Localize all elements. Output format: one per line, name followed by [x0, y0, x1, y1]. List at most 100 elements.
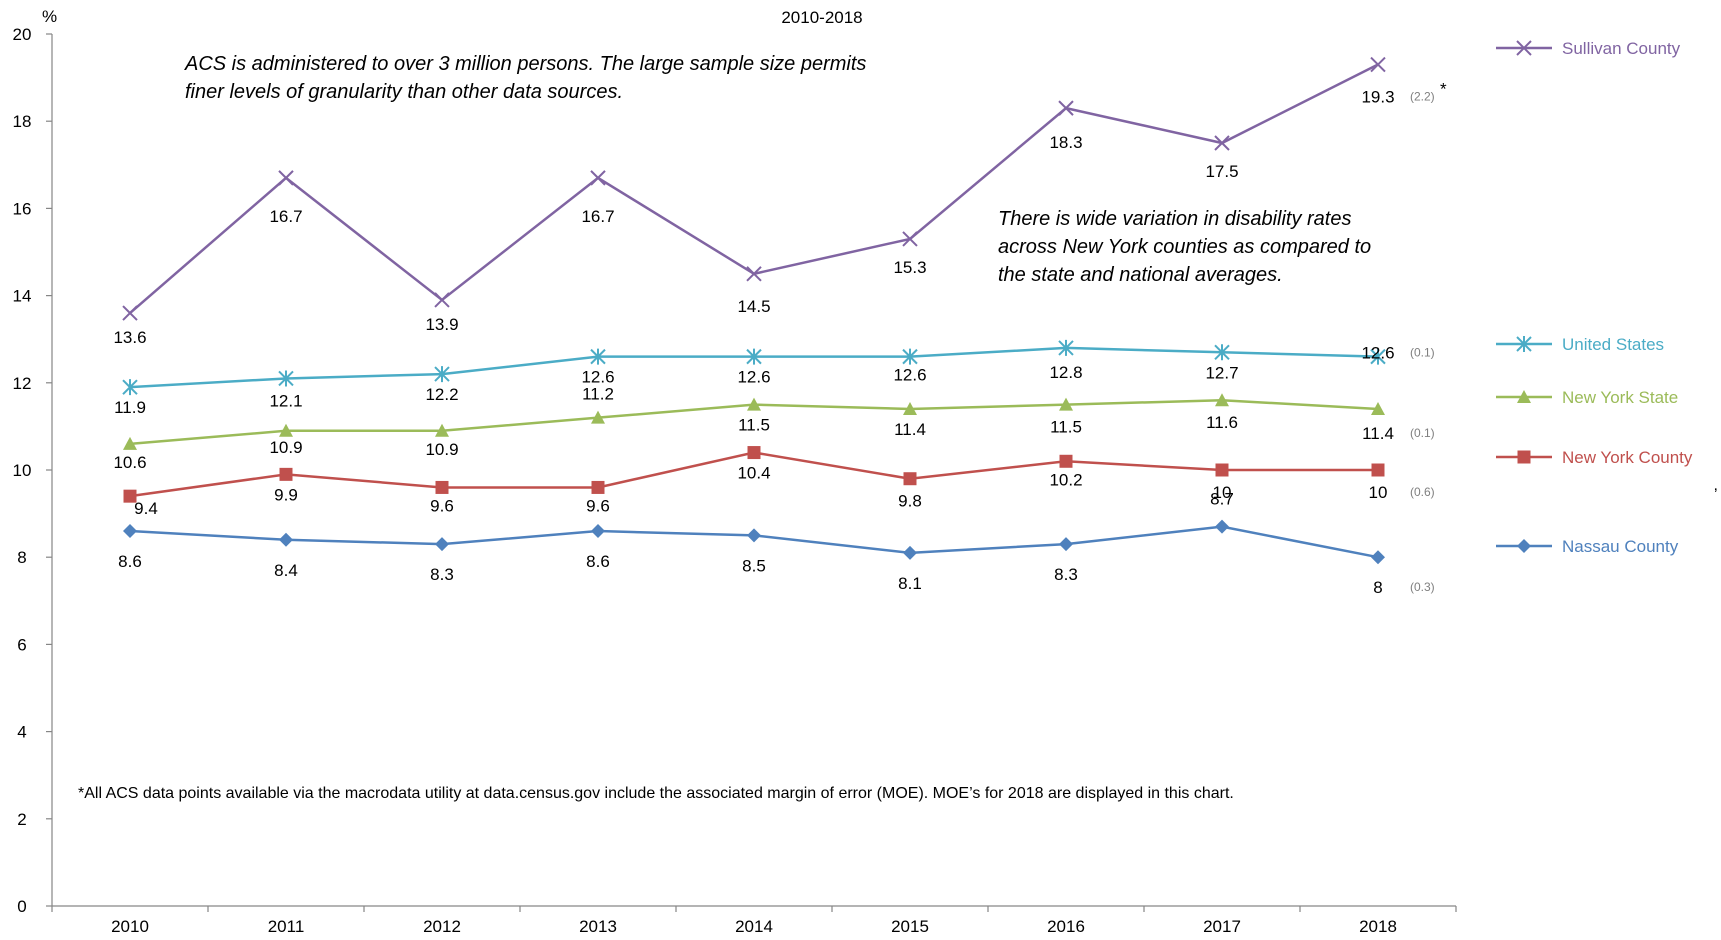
data-label-new-york-state: 11.4	[894, 420, 926, 439]
x-tick-label: 2014	[735, 917, 773, 936]
data-label-united-states: 12.6	[893, 366, 926, 385]
legend-item-new-york-county: New York County	[1496, 448, 1693, 467]
data-point-new-york-state	[1059, 397, 1073, 411]
data-label-nassau-county: 8.5	[742, 556, 766, 575]
footnote-moe: *All ACS data points available via the m…	[78, 785, 1234, 802]
legend-marker-new-york-state	[1517, 390, 1531, 403]
data-point-new-york-county	[123, 489, 137, 503]
data-point-new-york-county	[747, 446, 761, 460]
data-point-new-york-state	[1215, 393, 1229, 407]
data-point-sullivan-county	[590, 170, 606, 186]
data-point-nassau-county	[1371, 550, 1385, 565]
legend-marker-united-states	[1516, 336, 1532, 352]
legend-marker-new-york-county	[1517, 450, 1531, 464]
data-label-new-york-state: 11.2	[582, 385, 614, 404]
moe-label-new-york-state: (0.1)	[1410, 426, 1435, 440]
x-tick-label: 2018	[1359, 917, 1397, 936]
data-label-nassau-county: 8.3	[430, 565, 454, 584]
data-label-new-york-county: 9.6	[586, 496, 610, 515]
data-point-united-states	[434, 366, 450, 383]
y-tick-label: 14	[13, 287, 32, 306]
data-point-new-york-state	[591, 410, 605, 424]
data-point-new-york-state	[279, 423, 293, 437]
stray-comma-mark: ,	[1714, 477, 1718, 494]
data-label-nassau-county: 8.1	[898, 574, 922, 593]
y-axis-ticks: 0 2 4 6 8 10 12 14 16 18 20	[13, 25, 52, 916]
series-sullivan-county: 13.6 16.7 13.9 16.7 14.5 15.3 18.3 17.5 19.3 (2.2…	[113, 56, 1447, 347]
y-tick-label: 20	[13, 25, 32, 44]
data-label-united-states: 12.2	[425, 385, 458, 404]
data-label-united-states: 12.7	[1205, 363, 1238, 382]
data-point-new-york-county	[435, 480, 449, 494]
data-point-united-states	[1214, 344, 1230, 361]
data-label-new-york-state: 11.5	[738, 416, 770, 435]
annotation-variation-line-1: There is wide variation in disability ra…	[998, 208, 1352, 230]
data-label-new-york-state: 11.6	[1206, 413, 1238, 432]
data-point-sullivan-county	[1214, 135, 1230, 151]
data-point-new-york-state	[123, 436, 137, 450]
moe-label-nassau-county: (0.3)	[1410, 580, 1435, 594]
data-label-sullivan-county: 16.7	[581, 207, 614, 226]
series-new-york-county: 9.4 9.9 9.6 9.6 10.4 9.8 10.2 10 10 (0.6)	[123, 446, 1435, 518]
data-point-united-states	[278, 370, 294, 387]
data-label-sullivan-county: 16.7	[269, 207, 302, 226]
data-point-new-york-state	[903, 401, 917, 415]
x-tick-label: 2012	[423, 917, 461, 936]
data-label-nassau-county: 8	[1373, 578, 1382, 597]
data-point-new-york-county	[279, 467, 293, 481]
data-label-united-states: 11.9	[114, 398, 146, 417]
data-label-nassau-county: 8.3	[1054, 565, 1078, 584]
data-label-nassau-county: 8.6	[118, 552, 142, 571]
data-label-new-york-state: 11.5	[1050, 418, 1082, 437]
data-point-sullivan-county	[746, 266, 762, 282]
x-tick-label: 2013	[579, 917, 617, 936]
legend-label-new-york-county: New York County	[1562, 448, 1693, 467]
y-tick-label: 0	[17, 897, 26, 916]
chart-subtitle: 2010-2018	[781, 8, 862, 27]
x-tick-label: 2016	[1047, 917, 1085, 936]
data-point-united-states	[1370, 348, 1386, 365]
data-label-sullivan-county: 13.9	[425, 315, 458, 334]
y-tick-label: 12	[13, 374, 32, 393]
data-label-new-york-county: 9.6	[430, 496, 454, 515]
data-label-nassau-county: 8.4	[274, 561, 298, 580]
data-label-united-states: 12.1	[269, 391, 302, 410]
series-layer: 13.6 16.7 13.9 16.7 14.5 15.3 18.3 17.5 19.3 (2.2…	[113, 56, 1447, 597]
data-point-nassau-county	[1215, 519, 1229, 534]
data-point-nassau-county	[123, 524, 137, 539]
legend-label-new-york-state: New York State	[1562, 388, 1678, 407]
data-point-new-york-state	[1371, 401, 1385, 415]
data-point-new-york-county	[903, 472, 917, 486]
data-point-nassau-county	[435, 537, 449, 552]
moe-footnote-marker: *	[1440, 80, 1447, 99]
y-tick-label: 18	[13, 112, 32, 131]
data-point-nassau-county	[747, 528, 761, 543]
data-point-sullivan-county	[1058, 100, 1074, 116]
data-point-new-york-county	[591, 480, 605, 494]
data-label-sullivan-county: 14.5	[737, 297, 770, 316]
data-label-sullivan-county: 18.3	[1049, 133, 1082, 152]
data-label-nassau-county: 8.6	[586, 552, 610, 571]
data-label-new-york-county: 9.4	[134, 499, 158, 518]
data-point-nassau-county	[1059, 537, 1073, 552]
data-point-united-states	[746, 348, 762, 365]
moe-label-new-york-county: (0.6)	[1410, 485, 1435, 499]
data-label-new-york-county: 10	[1213, 483, 1232, 502]
data-point-sullivan-county	[278, 170, 294, 186]
data-label-sullivan-county: 15.3	[893, 258, 926, 277]
data-label-nassau-county: 8.7	[1210, 490, 1234, 509]
y-axis-unit: %	[42, 7, 57, 26]
data-label-new-york-county: 9.9	[274, 485, 298, 504]
annotation-variation-line-2: across New York counties as compared to	[998, 236, 1371, 258]
legend-label-nassau-county: Nassau County	[1562, 537, 1679, 556]
data-point-new-york-county	[1059, 454, 1073, 468]
data-point-new-york-state	[747, 397, 761, 411]
data-label-new-york-county: 10	[1369, 483, 1388, 502]
legend-item-new-york-state: New York State	[1496, 388, 1678, 407]
annotation-sample-size-line-1: ACS is administered to over 3 million pe…	[184, 53, 866, 75]
data-label-new-york-county: 9.8	[898, 492, 922, 511]
data-point-new-york-county	[1215, 463, 1229, 477]
data-point-united-states	[590, 348, 606, 365]
